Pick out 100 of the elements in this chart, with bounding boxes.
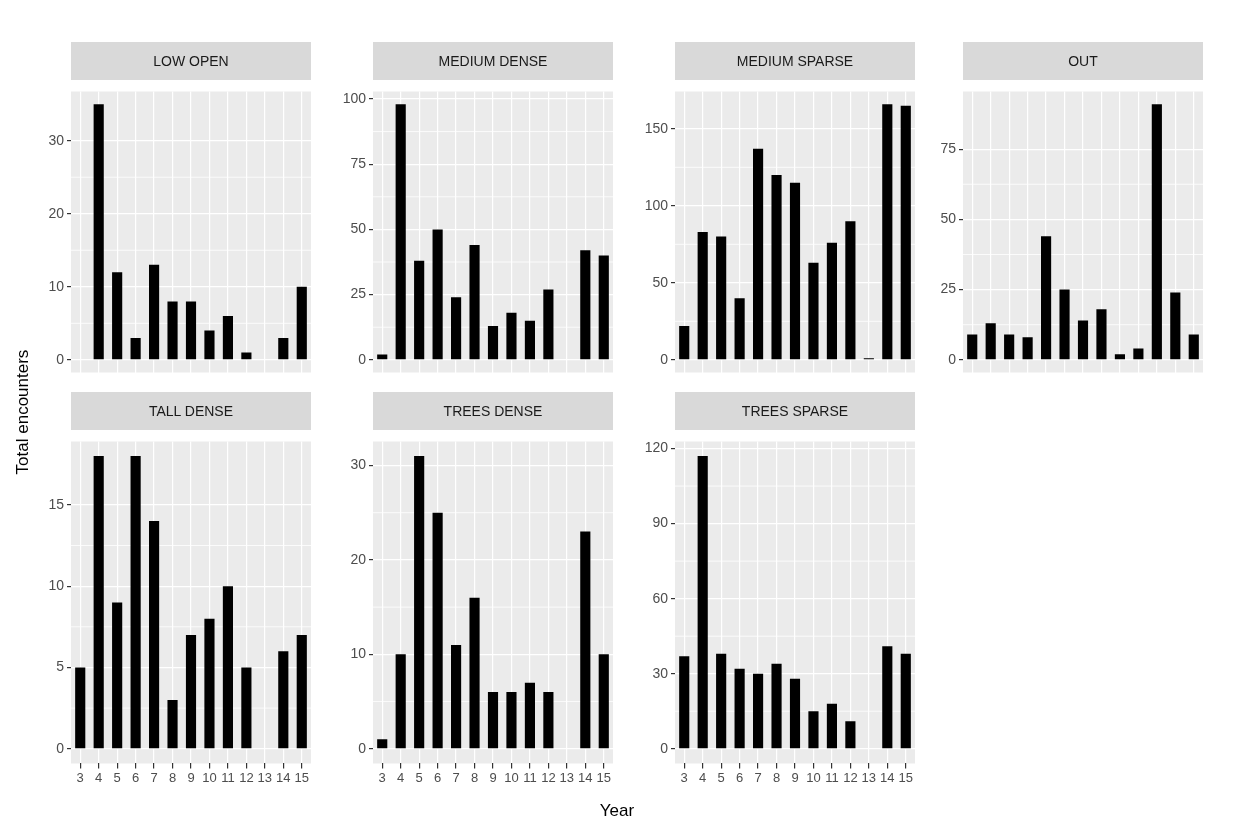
y-tick-label: 0: [358, 739, 367, 756]
bar: [93, 456, 104, 749]
x-tick-label: 13: [861, 769, 877, 785]
bar: [222, 586, 233, 749]
bar: [432, 229, 443, 360]
x-tick-label: 10: [504, 769, 519, 785]
bar: [93, 104, 104, 360]
y-tick-label: 20: [48, 204, 65, 221]
bar: [204, 618, 215, 749]
bar: [167, 699, 178, 749]
bar: [395, 654, 406, 749]
bar: [451, 644, 462, 749]
bar: [149, 264, 160, 360]
y-tick-label: 0: [948, 350, 957, 367]
x-tick-label: 5: [717, 769, 725, 785]
y-tick-label: 20: [350, 550, 367, 567]
x-tick-label: 12: [541, 769, 556, 785]
x-tick-label: 6: [434, 769, 442, 785]
bar: [469, 597, 480, 749]
chart-title: TREES SPARSE: [675, 392, 915, 430]
chart-title: TALL DENSE: [71, 392, 311, 430]
bar: [771, 175, 782, 360]
chart-title: OUT: [963, 42, 1203, 80]
bar: [414, 260, 425, 360]
x-tick-label: 4: [95, 769, 103, 785]
bar: [580, 531, 591, 749]
y-tick-label: 90: [652, 514, 669, 531]
x-tick-label: 10: [202, 769, 217, 785]
bar: [432, 512, 443, 749]
x-tick-label: 3: [378, 769, 386, 785]
x-tick-label: 7: [452, 769, 460, 785]
bar: [900, 105, 911, 360]
bar: [506, 312, 517, 360]
x-axis-title: Year: [598, 801, 636, 821]
bar: [826, 242, 837, 360]
y-tick-label: 0: [660, 350, 669, 367]
bar: [580, 250, 591, 360]
y-tick-label: 30: [652, 664, 669, 681]
x-tick-label: 4: [699, 769, 707, 785]
bar: [1004, 334, 1015, 360]
y-tick-label: 0: [358, 350, 367, 367]
bar: [185, 634, 197, 749]
bar: [524, 320, 535, 360]
bar: [789, 182, 801, 360]
bar: [524, 682, 535, 749]
y-tick-label: 100: [342, 89, 367, 106]
chart-title: TREES DENSE: [373, 392, 613, 430]
bar: [967, 334, 978, 360]
x-tick-label: 14: [276, 769, 291, 785]
bar: [1114, 354, 1125, 360]
bar: [1077, 320, 1089, 360]
bar: [112, 602, 123, 749]
y-tick-label: 10: [350, 645, 367, 662]
y-tick-label: 25: [350, 285, 367, 302]
bar: [112, 272, 123, 360]
x-tick-label: 3: [680, 769, 688, 785]
y-axis-title: Total encounters: [13, 348, 33, 477]
x-tick-label: 8: [168, 769, 177, 785]
bar: [543, 692, 554, 749]
y-tick-label: 75: [350, 155, 367, 172]
x-tick-label: 5: [415, 769, 423, 785]
y-tick-label: 120: [644, 439, 669, 456]
bar: [1188, 334, 1199, 360]
y-tick-label: 0: [56, 350, 65, 367]
y-tick-label: 0: [660, 739, 669, 756]
bar: [789, 678, 801, 749]
y-tick-label: 25: [940, 280, 957, 297]
x-tick-label: 11: [523, 769, 537, 785]
x-tick-label: 13: [559, 769, 575, 785]
bar: [845, 721, 856, 749]
bar: [278, 337, 289, 360]
chart-title: LOW OPEN: [71, 42, 311, 80]
y-tick-label: 60: [652, 589, 669, 606]
y-tick-label: 15: [48, 495, 65, 512]
bar: [278, 651, 289, 749]
y-tick-label: 75: [940, 139, 957, 156]
bar: [377, 739, 388, 749]
y-tick-label: 150: [644, 119, 669, 136]
x-tick-label: 11: [221, 769, 235, 785]
bar: [679, 656, 690, 749]
bar: [697, 456, 708, 749]
bar: [1170, 292, 1181, 360]
bar: [900, 653, 911, 749]
bar: [395, 104, 406, 360]
y-tick-label: 100: [644, 196, 669, 213]
bar: [469, 245, 480, 360]
x-tick-label: 6: [132, 769, 140, 785]
y-tick-label: 50: [940, 210, 957, 227]
bar: [296, 286, 307, 360]
bar: [753, 673, 764, 749]
x-tick-label: 12: [239, 769, 254, 785]
bar: [204, 330, 215, 360]
bar: [75, 667, 86, 749]
bar: [753, 148, 764, 360]
bar: [734, 298, 745, 360]
bar: [716, 236, 727, 360]
chart-title: MEDIUM DENSE: [373, 42, 613, 80]
bar: [1151, 104, 1162, 360]
bar: [734, 668, 745, 749]
x-tick-label: 12: [843, 769, 858, 785]
